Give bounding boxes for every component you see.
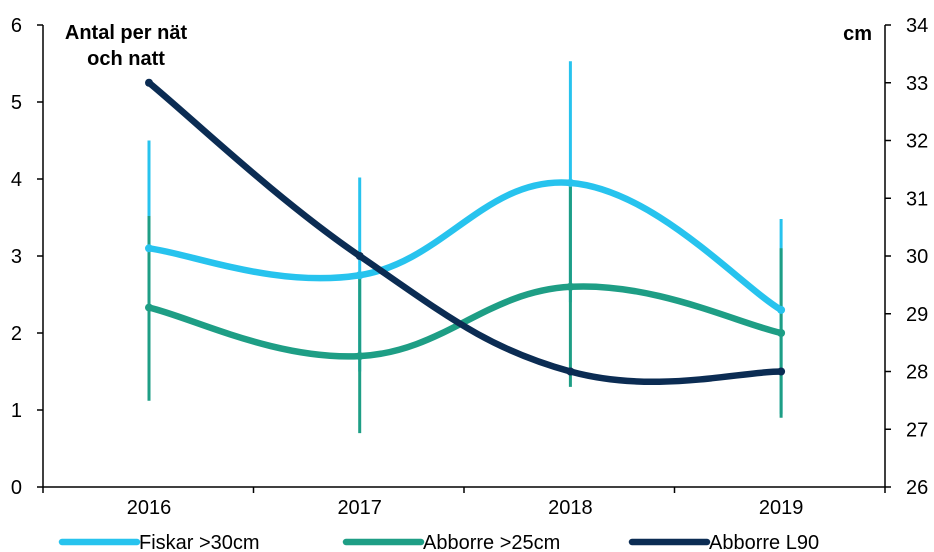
legend-label: Fiskar >30cm: [139, 532, 260, 552]
series-line-1: [145, 179, 785, 314]
data-point: [145, 303, 153, 312]
data-point: [777, 305, 786, 314]
data-point: [355, 252, 364, 260]
data-point: [566, 178, 575, 187]
left-axis-title-line1: Antal per nät: [65, 22, 188, 44]
data-point: [566, 282, 575, 291]
right-tick-label: 29: [906, 304, 928, 326]
data-point: [566, 367, 575, 376]
left-tick-label: 5: [11, 92, 22, 114]
left-tick-label: 4: [11, 169, 22, 191]
right-tick-label: 27: [906, 419, 928, 441]
right-tick-label: 33: [906, 73, 928, 95]
legend-label: Abborre >25cm: [423, 532, 560, 552]
left-tick-label: 3: [11, 246, 22, 268]
right-tick-label: 28: [906, 362, 928, 384]
data-point: [145, 78, 153, 87]
data-point: [777, 329, 786, 337]
right-tick-label: 30: [906, 246, 928, 268]
series-line-3: [145, 79, 785, 386]
right-tick-label: 26: [906, 477, 928, 499]
x-tick-label: 2016: [127, 497, 172, 519]
left-tick-label: 0: [11, 477, 22, 499]
right-tick-label: 34: [906, 15, 928, 37]
x-tick-label: 2019: [759, 497, 804, 519]
right-axis-title: cm: [843, 23, 872, 45]
x-tick-label: 2017: [337, 497, 382, 519]
data-point: [355, 271, 364, 280]
right-tick-label: 32: [906, 131, 928, 153]
right-tick-label: 31: [906, 188, 928, 210]
data-point: [777, 367, 786, 376]
left-tick-label: 2: [11, 323, 22, 345]
data-point: [145, 244, 153, 253]
series-lines: [145, 78, 786, 386]
series-line-2: [145, 283, 785, 360]
data-point: [355, 352, 364, 361]
left-axis-title-line2: och natt: [87, 48, 165, 70]
x-tick-label: 2018: [548, 497, 593, 519]
left-tick-label: 1: [11, 400, 22, 422]
legend-label: Abborre L90: [709, 532, 819, 552]
axes: [42, 25, 886, 488]
left-tick-label: 6: [11, 15, 22, 37]
legend: Fiskar >30cm Abborre >25cm Abborre L90: [58, 532, 819, 552]
